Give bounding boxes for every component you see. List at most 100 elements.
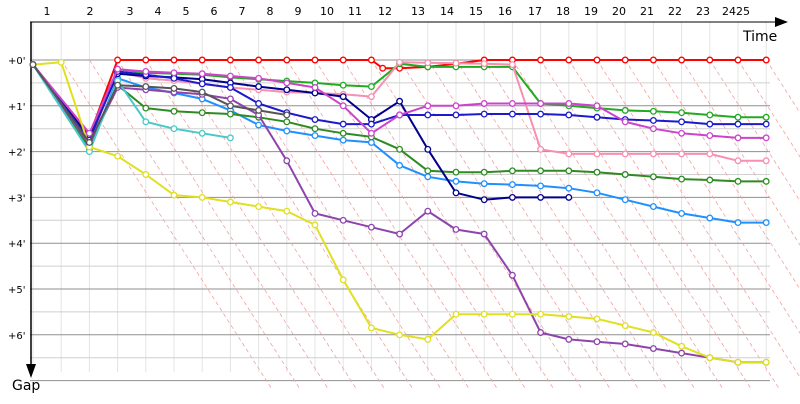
data-point: [396, 230, 404, 238]
data-point: [198, 129, 206, 137]
time-guide-line: [201, 59, 414, 390]
data-point: [565, 56, 573, 64]
y-tick-label: +6': [8, 331, 26, 342]
data-point: [142, 56, 150, 64]
y-tick-label: +1': [8, 102, 26, 113]
time-guide-line: [737, 59, 800, 158]
data-point: [480, 196, 488, 204]
data-point: [424, 59, 432, 67]
data-point: [114, 152, 122, 160]
series-layer: [29, 56, 770, 366]
data-point: [283, 207, 291, 215]
data-point: [226, 134, 234, 142]
data-point: [537, 56, 545, 64]
data-point: [706, 120, 714, 128]
data-point: [621, 340, 629, 348]
data-point: [593, 315, 601, 323]
data-point: [142, 104, 150, 112]
data-point: [537, 329, 545, 336]
x-tick-label: 13: [411, 5, 425, 18]
data-point: [649, 117, 657, 124]
data-point: [142, 83, 150, 91]
data-point: [311, 132, 319, 140]
data-point: [565, 335, 573, 343]
x-tick-label: 20: [612, 5, 626, 18]
data-point: [734, 134, 742, 142]
data-point: [255, 100, 263, 107]
data-point: [762, 219, 770, 227]
data-point: [762, 157, 770, 165]
series-line: [32, 61, 767, 162]
data-point: [339, 93, 347, 101]
time-guide-line: [230, 59, 442, 390]
data-point: [621, 56, 629, 64]
data-point: [452, 102, 460, 110]
x-tick-label: 21: [640, 5, 654, 18]
data-point: [678, 175, 686, 183]
data-point: [452, 59, 460, 67]
data-point: [255, 83, 263, 91]
data-point: [85, 138, 93, 146]
data-point: [396, 111, 404, 119]
data-point: [339, 120, 347, 128]
x-tick-label: 2: [87, 5, 94, 18]
data-point: [565, 150, 573, 158]
data-point: [114, 56, 122, 64]
data-point: [367, 93, 375, 101]
data-point: [537, 310, 545, 318]
data-point: [226, 102, 234, 110]
series-line: [32, 64, 767, 364]
data-point: [85, 129, 93, 137]
data-point: [114, 65, 122, 73]
data-point: [508, 100, 516, 107]
data-point: [480, 180, 488, 188]
x-axis-label: Time: [742, 29, 777, 45]
data-point: [762, 56, 770, 64]
data-point: [734, 113, 742, 121]
data-point: [198, 80, 206, 88]
x-tick-label: 14: [440, 5, 454, 18]
data-point: [170, 107, 178, 115]
data-point: [452, 111, 460, 119]
x-tick-label: 22: [668, 5, 682, 18]
data-point: [649, 107, 657, 115]
time-guide-line: [455, 59, 668, 390]
data-point: [367, 324, 375, 332]
data-point: [621, 171, 629, 178]
data-point: [283, 79, 291, 87]
data-point: [678, 118, 686, 126]
data-point: [537, 145, 545, 153]
data-point: [706, 354, 714, 362]
data-point: [57, 58, 65, 66]
x-tick-label: 18: [556, 5, 570, 18]
data-point: [706, 214, 714, 222]
data-point: [170, 191, 178, 199]
data-point: [142, 118, 150, 126]
data-point: [339, 129, 347, 137]
data-point: [255, 203, 263, 211]
data-point: [452, 310, 460, 318]
time-guide-line: [765, 59, 800, 114]
data-point: [339, 136, 347, 144]
data-point: [255, 121, 263, 129]
data-point: [367, 223, 375, 231]
time-guide-line: [709, 59, 800, 202]
data-point: [170, 69, 178, 77]
data-point: [734, 120, 742, 128]
data-point: [339, 102, 347, 110]
data-point: [396, 145, 404, 153]
data-point: [480, 110, 488, 118]
data-point: [311, 56, 319, 64]
x-tick-label: 15: [469, 5, 483, 18]
data-point: [678, 209, 686, 217]
data-point: [311, 89, 319, 97]
data-point: [508, 61, 516, 69]
data-point: [678, 129, 686, 137]
data-point: [621, 106, 629, 114]
data-point: [593, 168, 601, 176]
data-point: [593, 113, 601, 121]
x-tick-label: 6: [211, 5, 218, 18]
data-point: [396, 161, 404, 169]
